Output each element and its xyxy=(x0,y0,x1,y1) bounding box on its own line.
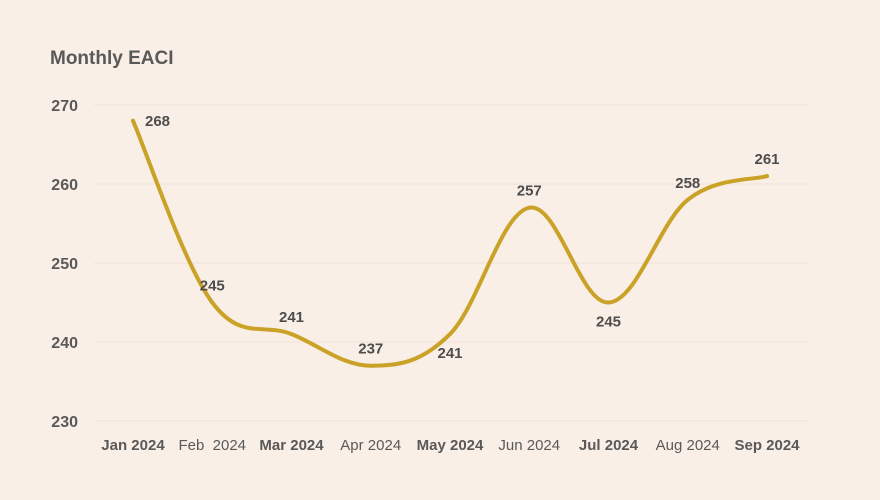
x-tick-label: Feb 2024 xyxy=(178,437,246,454)
data-label: 241 xyxy=(279,309,304,326)
x-tick-label: Jun 2024 xyxy=(498,437,560,454)
y-tick-label: 240 xyxy=(51,335,78,352)
data-label: 241 xyxy=(437,345,462,362)
data-label: 257 xyxy=(517,183,542,200)
data-point xyxy=(527,205,532,210)
x-tick-label: Jul 2024 xyxy=(579,437,639,454)
series-line xyxy=(131,118,769,368)
x-tick-label: Aug 2024 xyxy=(656,437,720,454)
data-point xyxy=(606,300,611,305)
data-label: 268 xyxy=(145,113,170,130)
data-point xyxy=(765,174,769,179)
y-tick-label: 260 xyxy=(51,177,78,194)
data-label: 237 xyxy=(358,341,383,358)
data-point xyxy=(289,332,294,337)
x-tick-label: Mar 2024 xyxy=(259,437,324,454)
x-tick-label: Sep 2024 xyxy=(734,437,800,454)
x-tick-label: Apr 2024 xyxy=(340,437,401,454)
data-point xyxy=(685,197,690,202)
x-tick-label: May 2024 xyxy=(417,437,484,454)
data-label: 258 xyxy=(675,175,700,192)
data-label: 261 xyxy=(754,151,779,168)
y-tick-label: 250 xyxy=(51,256,78,273)
data-point xyxy=(448,332,452,337)
data-point xyxy=(210,300,215,305)
data-point xyxy=(131,118,135,123)
data-label: 245 xyxy=(596,314,621,331)
x-tick-label: Jan 2024 xyxy=(101,437,165,454)
data-point xyxy=(368,363,373,368)
y-tick-label: 230 xyxy=(51,414,78,431)
y-tick-label: 270 xyxy=(51,98,78,115)
data-label: 245 xyxy=(200,278,225,295)
chart-title: Monthly EACI xyxy=(50,48,174,69)
